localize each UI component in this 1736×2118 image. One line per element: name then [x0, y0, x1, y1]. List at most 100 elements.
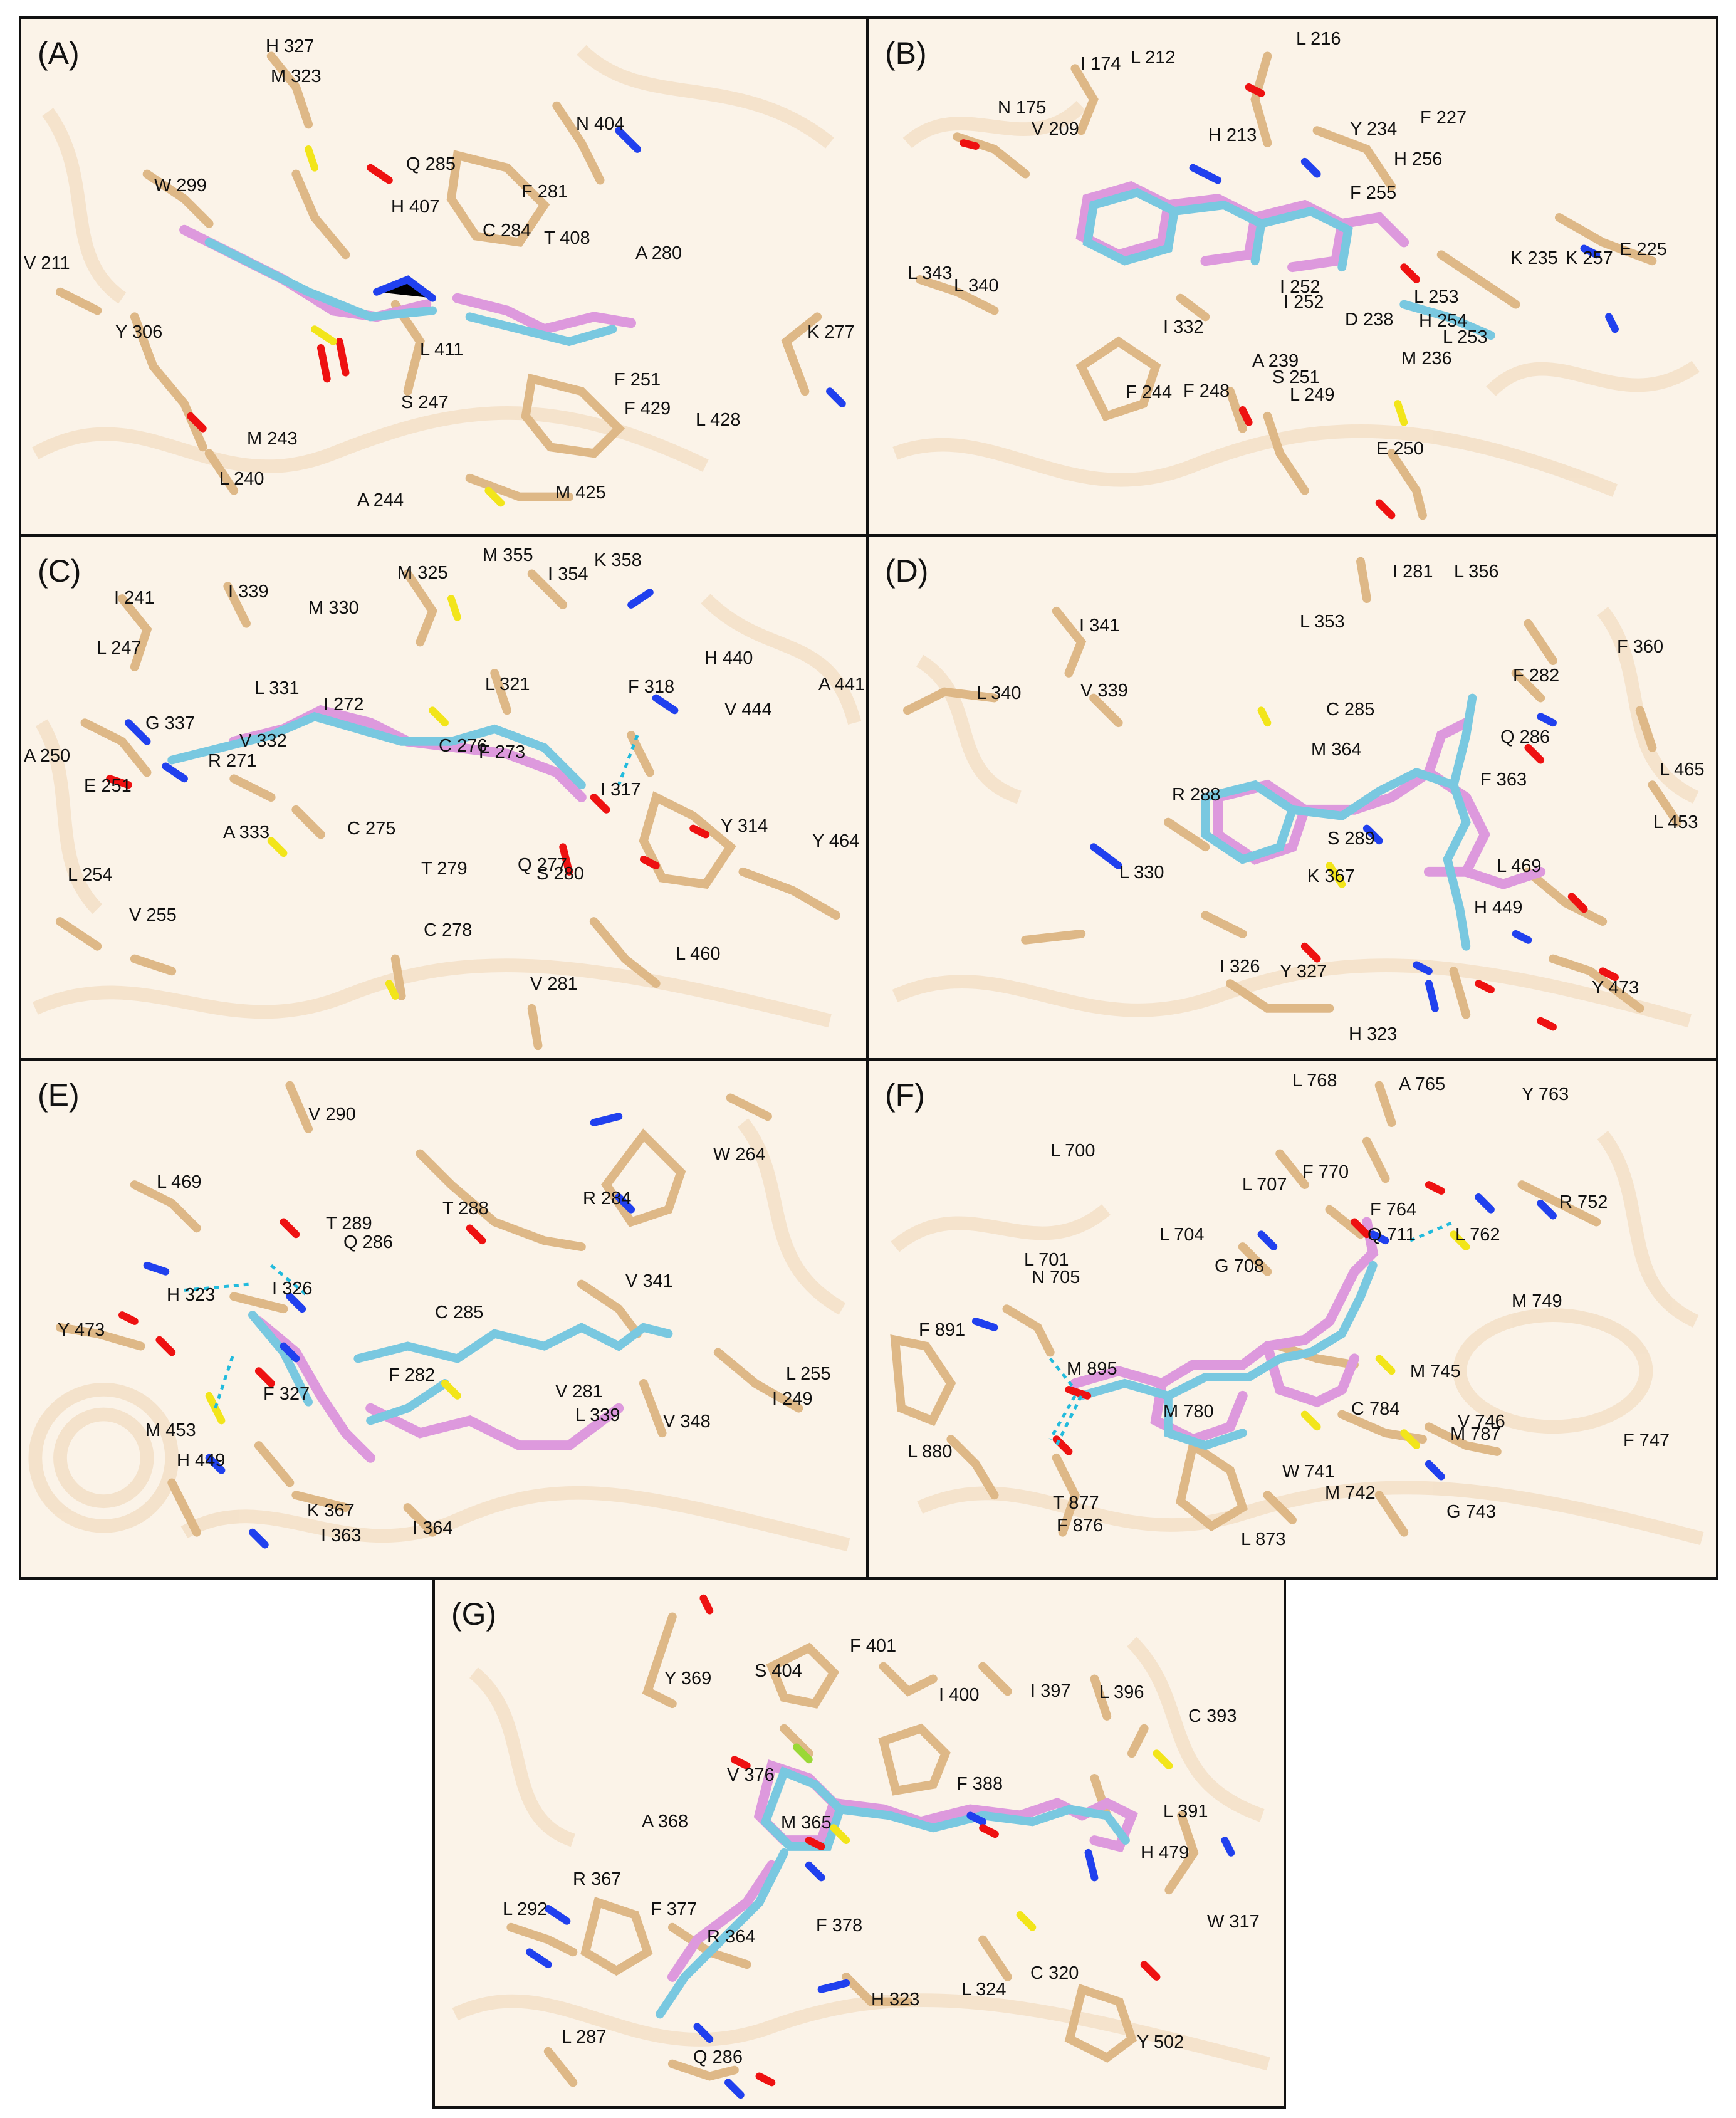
residue-label: M 749: [1512, 1291, 1562, 1311]
residue-label: R 288: [1172, 785, 1221, 805]
residue-label: M 323: [271, 66, 322, 87]
residue-label: Q 286: [343, 1232, 393, 1252]
residue-label: K 367: [307, 1501, 355, 1521]
residue-label: N 175: [998, 98, 1047, 118]
panel-f: (F) L 768 A 765 Y 763 L 700 F 770 L 707 …: [866, 1058, 1718, 1580]
residue-label: V 255: [129, 905, 177, 925]
residue-label: L 469: [157, 1172, 202, 1192]
residue-label: L 343: [907, 263, 953, 283]
residue-label: I 174: [1080, 54, 1121, 74]
residue-label: A 280: [635, 243, 682, 263]
residue-label: L 254: [68, 865, 113, 885]
residue-label: W 299: [154, 176, 207, 196]
residue-label: L 701: [1024, 1250, 1069, 1270]
residue-label: Y 369: [664, 1669, 712, 1689]
residue-label: I 363: [321, 1526, 362, 1546]
residue-label: Q 286: [1500, 727, 1550, 747]
panel-a-label: (A): [38, 36, 80, 71]
residue-label: V 444: [724, 700, 772, 720]
residue-label: T 408: [544, 228, 590, 248]
residue-label: I 281: [1393, 562, 1433, 582]
residue-label: L 873: [1241, 1529, 1286, 1549]
residue-label: L 330: [1119, 862, 1164, 883]
residue-label: L 460: [676, 944, 721, 964]
panel-g-structure: [452, 1594, 1270, 2099]
residue-label: M 330: [308, 598, 359, 618]
residue-label: Y 234: [1350, 119, 1398, 139]
residue-label: H 479: [1141, 1843, 1190, 1863]
residue-label: F 244: [1126, 382, 1173, 402]
residue-label: I 339: [228, 582, 269, 602]
panel-b: (B) L 216 I 174 L 212 N 175 V 209 F 227 …: [866, 16, 1718, 537]
residue-label: V 332: [239, 731, 287, 751]
residue-label: H 407: [391, 197, 440, 217]
residue-label: R 752: [1559, 1192, 1608, 1212]
residue-label: S 280: [536, 864, 584, 884]
panel-e: (E) V 290 W 264 L 469 T 289 T 288 R 284 …: [19, 1058, 869, 1580]
residue-label: V 746: [1458, 1412, 1505, 1432]
panel-d-label: (D): [885, 553, 929, 589]
residue-label: F 388: [956, 1774, 1003, 1794]
residue-label: L 253: [1414, 287, 1459, 307]
residue-label: H 323: [871, 1990, 920, 2010]
residue-label: K 367: [1307, 866, 1355, 886]
residue-label: H 327: [266, 36, 315, 56]
panel-c: (C) M 355 K 358 I 241 I 339 M 325 I 354 …: [19, 534, 869, 1061]
residue-label: G 337: [145, 713, 195, 733]
residue-label: C 276: [439, 736, 488, 756]
residue-label: M 425: [555, 483, 606, 503]
residue-label: H 449: [1474, 898, 1523, 918]
residue-label: F 273: [479, 742, 526, 762]
residue-label: L 704: [1159, 1225, 1205, 1245]
residue-label: F 282: [389, 1365, 436, 1385]
residue-label: F 360: [1617, 637, 1664, 657]
residue-label: I 400: [939, 1685, 980, 1705]
residue-label: L 324: [961, 1979, 1007, 2000]
residue-label: M 236: [1401, 349, 1452, 369]
panel-f-label: (F): [885, 1077, 925, 1113]
residue-label: V 290: [308, 1104, 356, 1125]
residue-label: L 249: [1290, 385, 1335, 405]
residue-label: Q 285: [406, 154, 456, 174]
residue-label: F 327: [263, 1384, 310, 1404]
residue-label: H 256: [1394, 149, 1443, 169]
residue-label: A 239: [1252, 351, 1299, 371]
residue-label: F 429: [624, 399, 671, 419]
panel-b-label: (B): [885, 36, 927, 71]
residue-label: M 364: [1311, 740, 1362, 760]
panel-d-structure: [892, 557, 1699, 1031]
residue-label: L 255: [786, 1364, 831, 1384]
residue-label: I 397: [1030, 1681, 1071, 1701]
residue-label: L 247: [97, 638, 142, 658]
residue-label: L 700: [1050, 1141, 1095, 1161]
residue-label: I 252: [1280, 277, 1320, 297]
residue-label: L 253: [1443, 327, 1488, 347]
residue-label: L 240: [219, 469, 264, 489]
residue-label: Y 502: [1137, 2032, 1184, 2052]
residue-label: L 391: [1163, 1801, 1208, 1822]
residue-label: M 453: [145, 1420, 196, 1440]
residue-label: L 331: [254, 678, 300, 698]
residue-label: E 225: [1619, 239, 1667, 260]
residue-label: L 465: [1660, 760, 1705, 780]
residue-label: L 707: [1242, 1175, 1287, 1195]
residue-label: I 326: [1220, 957, 1260, 977]
residue-label: E 251: [84, 776, 132, 796]
residue-label: R 367: [573, 1869, 622, 1889]
residue-label: N 404: [576, 114, 625, 134]
panel-c-label: (C): [38, 553, 81, 589]
residue-label: C 320: [1030, 1963, 1079, 1983]
residue-label: F 363: [1480, 770, 1527, 790]
residue-label: Y 763: [1522, 1084, 1569, 1104]
residue-label: Q 286: [693, 2047, 743, 2067]
panel-a-structure: [32, 45, 846, 507]
residue-label: L 880: [907, 1442, 953, 1462]
residue-label: F 764: [1370, 1200, 1417, 1220]
residue-label: F 377: [651, 1899, 698, 1919]
residue-label: C 393: [1188, 1706, 1237, 1726]
residue-label: Y 327: [1280, 962, 1327, 982]
residue-label: L 216: [1296, 29, 1341, 49]
residue-label: I 252: [1284, 292, 1324, 312]
panel-g-label: (G): [451, 1596, 497, 1632]
residue-label: Y 306: [115, 322, 163, 342]
